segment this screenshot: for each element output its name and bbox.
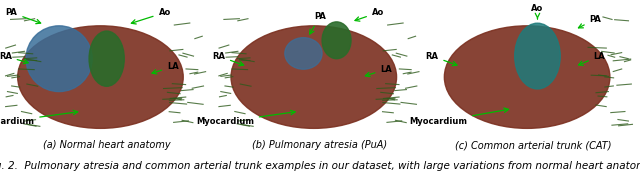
Ellipse shape (285, 38, 322, 69)
Ellipse shape (444, 26, 610, 128)
Text: LA: LA (365, 65, 392, 77)
Text: Ao: Ao (531, 4, 543, 19)
Ellipse shape (515, 23, 560, 89)
Text: RA: RA (426, 52, 457, 66)
Text: Myocardium: Myocardium (196, 110, 295, 126)
Text: Ao: Ao (131, 8, 171, 24)
Text: Fig. 2.  Pulmonary atresia and common arterial trunk examples in our dataset, wi: Fig. 2. Pulmonary atresia and common art… (0, 161, 640, 171)
Text: (a) Normal heart anatomy: (a) Normal heart anatomy (43, 140, 170, 150)
Ellipse shape (231, 26, 397, 128)
Text: LA: LA (579, 52, 605, 65)
Text: RA: RA (0, 52, 28, 64)
Text: PA: PA (579, 15, 602, 28)
Ellipse shape (322, 22, 351, 59)
Ellipse shape (26, 26, 92, 92)
Text: (c) Common arterial trunk (CAT): (c) Common arterial trunk (CAT) (455, 140, 612, 150)
Text: RA: RA (212, 52, 244, 66)
Text: (b) Pulmonary atresia (PuA): (b) Pulmonary atresia (PuA) (252, 140, 388, 150)
Text: Myocardium: Myocardium (409, 108, 509, 126)
Text: Ao: Ao (355, 8, 384, 21)
Text: LA: LA (152, 62, 179, 74)
Text: Myocardium: Myocardium (0, 110, 77, 126)
Text: PA: PA (6, 8, 41, 24)
Ellipse shape (89, 31, 124, 86)
Text: PA: PA (310, 12, 326, 34)
Ellipse shape (18, 26, 183, 128)
